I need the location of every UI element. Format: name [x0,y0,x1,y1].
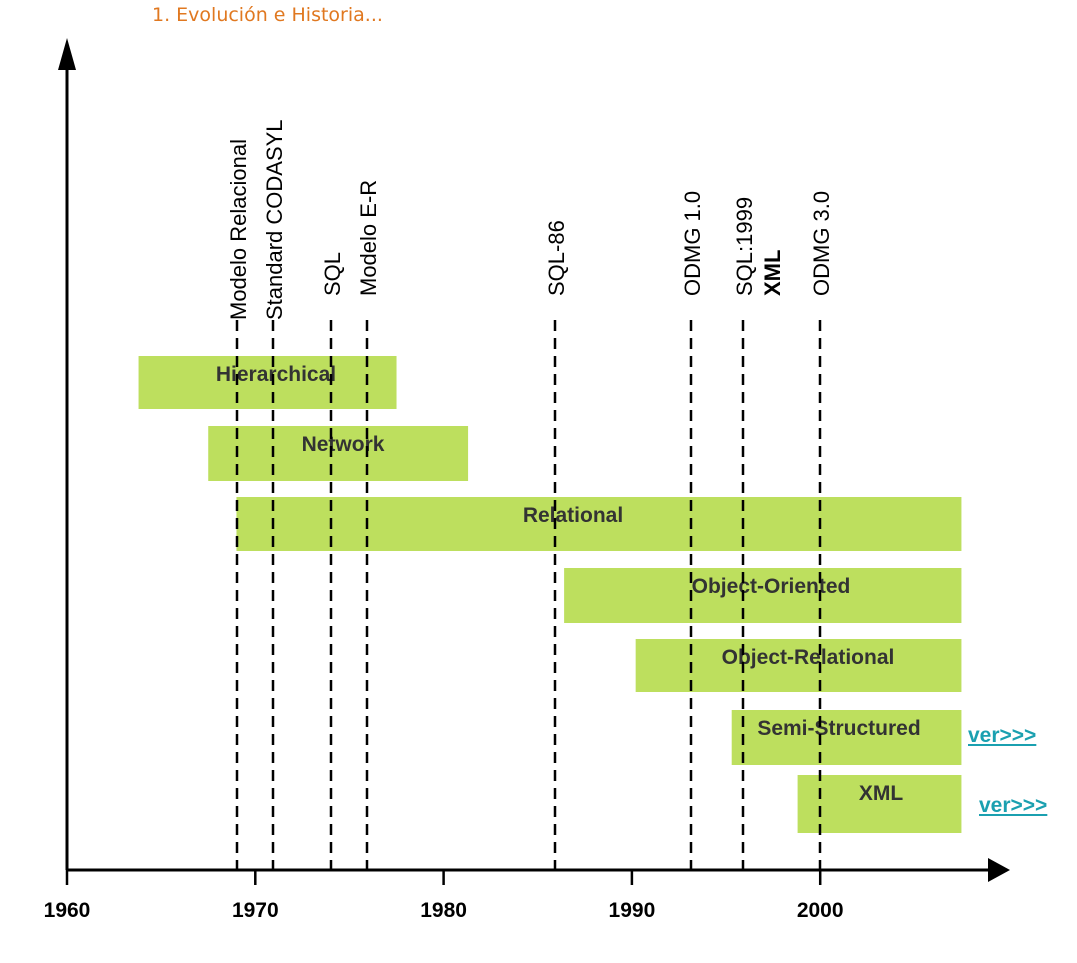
bar-object-oriented [564,568,962,623]
bar-network [208,426,469,481]
event-label: SQL:1999 [732,197,757,296]
event-label: XML [760,250,785,296]
y-axis-arrow [58,38,76,70]
bar-relational [236,497,962,551]
event-label: Modelo Relacional [226,139,251,320]
bar-group: Hierarchical [138,356,397,409]
page-title: 1. Evolución e Historia... [152,4,383,26]
events-layer: Modelo Relacional Standard CODASYL SQL Mode… [226,119,834,870]
bar-xml [797,775,962,833]
x-tick-label: 1980 [420,899,467,922]
bar-label: Object-Oriented [692,575,851,598]
x-axis-arrow [988,858,1010,882]
bar-group: XML [797,775,962,833]
bar-semi-structured [731,710,962,765]
bar-hierarchical [138,356,397,409]
bar-label: XML [859,782,904,805]
ver-xml-link[interactable]: ver>>> [979,794,1048,817]
bar-group: Network [208,426,469,481]
ver-semi-structured-link[interactable]: ver>>> [968,724,1037,747]
x-tick-label: 1960 [44,899,91,922]
bar-label: Network [302,433,385,456]
bar-group: Semi-Structured [731,710,962,765]
bar-label: Object-Relational [722,646,895,669]
event-label: ODMG 3.0 [809,191,834,296]
bar-group: Object-Oriented [564,568,962,623]
bar-group: Object-Relational [635,639,962,692]
event-label: ODMG 1.0 [680,191,705,296]
x-tick-label: 2000 [797,899,844,922]
event-label: SQL-86 [544,220,569,296]
event-label: Modelo E-R [356,180,381,296]
event-label: SQL [320,252,345,296]
bar-label: Semi-Structured [757,717,920,740]
bar-label: Hierarchical [216,363,336,386]
bar-group: Relational [236,497,962,551]
bars-layer: Hierarchical Network Relational Object-Orie… [138,356,962,833]
axes-layer: 1960 1970 1980 1990 2000 [44,38,1010,922]
x-tick-label: 1990 [609,899,656,922]
x-tick-label: 1970 [232,899,279,922]
bar-label: Relational [523,504,623,527]
event-label: Standard CODASYL [262,119,287,320]
